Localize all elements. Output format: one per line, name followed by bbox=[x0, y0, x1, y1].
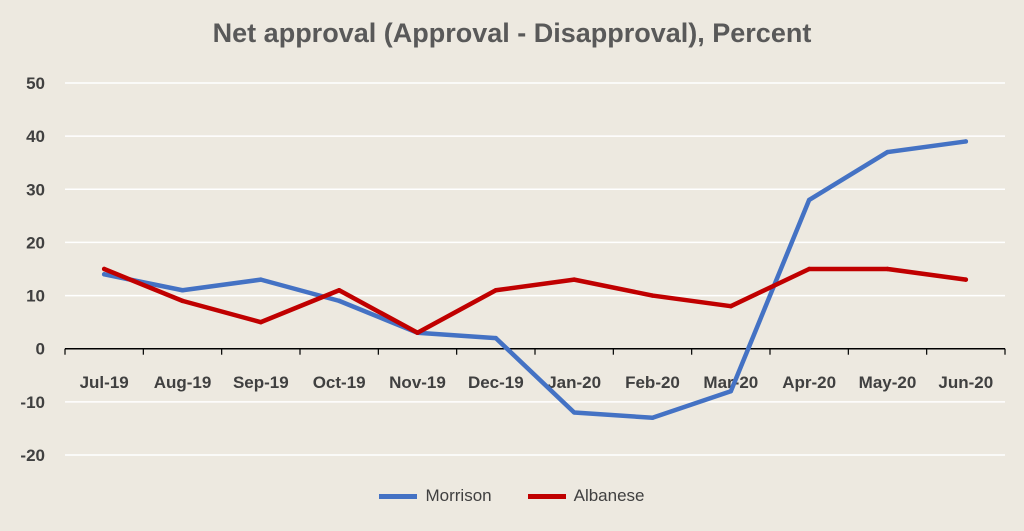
data-point-albanese bbox=[336, 288, 342, 293]
chart-title: Net approval (Approval - Disapproval), P… bbox=[212, 18, 812, 48]
x-tick-label: Apr-20 bbox=[782, 373, 836, 392]
data-point-albanese bbox=[650, 293, 655, 298]
x-tick-label: Sep-19 bbox=[233, 373, 289, 392]
x-tick-label: Aug-19 bbox=[154, 373, 212, 392]
legend-swatch bbox=[379, 493, 418, 499]
x-tick-label: Jan-20 bbox=[547, 373, 601, 392]
x-tick-label: Mar-20 bbox=[703, 373, 758, 392]
data-point-albanese bbox=[101, 266, 107, 272]
y-tick-label: 30 bbox=[26, 180, 45, 199]
data-point-morrison bbox=[180, 288, 185, 293]
x-tick-label: Dec-19 bbox=[468, 373, 524, 392]
series-line-albanese bbox=[101, 266, 969, 336]
x-tick-label: Jun-20 bbox=[938, 373, 993, 392]
data-point-morrison bbox=[650, 415, 655, 420]
data-point-morrison bbox=[963, 139, 969, 144]
legend-item-morrison: Morrison bbox=[379, 486, 492, 506]
x-tick-label: Oct-19 bbox=[313, 373, 366, 392]
y-tick-label: 50 bbox=[26, 74, 45, 93]
series-lines bbox=[101, 139, 969, 421]
y-tick-label: 10 bbox=[26, 287, 45, 306]
x-tick-label: Feb-20 bbox=[625, 373, 680, 392]
data-point-morrison bbox=[728, 389, 734, 394]
data-point-morrison bbox=[806, 197, 812, 203]
x-axis-ticks: Jul-19 Aug-19 Sep-19 Oct-19 Nov-19 Dec-19 Jan-… bbox=[80, 373, 994, 392]
legend-label: Morrison bbox=[425, 486, 492, 505]
data-point-morrison bbox=[336, 298, 342, 304]
x-tick-label: May-20 bbox=[859, 373, 917, 392]
legend-item-albanese: Albanese bbox=[527, 486, 645, 506]
y-axis-ticks: -20 -10 0 10 20 30 40 50 bbox=[20, 74, 45, 465]
y-tick-label: 40 bbox=[26, 127, 45, 146]
y-tick-label: -20 bbox=[20, 446, 45, 465]
x-tick-label: Nov-19 bbox=[389, 373, 446, 392]
data-point-morrison bbox=[493, 335, 499, 341]
data-point-morrison bbox=[571, 410, 577, 415]
x-axis bbox=[64, 347, 1006, 355]
legend: Morrison Albanese bbox=[0, 486, 1024, 506]
data-point-albanese bbox=[258, 319, 264, 325]
legend-label: Albanese bbox=[573, 486, 645, 505]
series-line-morrison bbox=[101, 139, 969, 421]
data-point-albanese bbox=[571, 277, 577, 282]
y-tick-label: 20 bbox=[26, 233, 45, 252]
data-point-albanese bbox=[415, 330, 420, 335]
gridlines bbox=[65, 82, 1005, 456]
y-tick-label: -10 bbox=[20, 393, 45, 412]
x-tick-label: Jul-19 bbox=[80, 373, 129, 392]
data-point-albanese bbox=[493, 288, 499, 293]
y-tick-label: 0 bbox=[36, 340, 45, 359]
data-point-morrison bbox=[101, 272, 107, 277]
data-point-morrison bbox=[258, 277, 264, 282]
legend-swatch bbox=[527, 493, 566, 499]
data-point-albanese bbox=[963, 277, 969, 282]
data-point-albanese bbox=[728, 304, 734, 309]
data-point-morrison bbox=[885, 149, 890, 155]
data-point-albanese bbox=[180, 298, 185, 304]
data-point-albanese bbox=[806, 266, 812, 272]
data-point-albanese bbox=[885, 266, 890, 272]
